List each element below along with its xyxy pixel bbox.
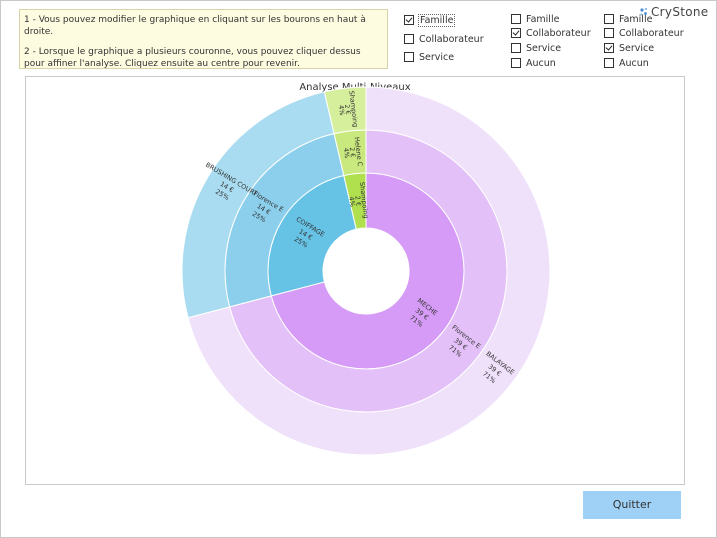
instructions-panel: 1 - Vous pouvez modifier le graphique en… [19,9,388,69]
segment-label: Helene C2 €4% [342,137,364,168]
segment-label-text: 2 € [348,147,357,158]
instruction-2: 2 - Lorsque le graphique a plusieurs cou… [24,47,361,69]
sunburst-segment[interactable] [323,86,367,135]
segment-label-text: 2 € [353,195,362,206]
level3-option-service[interactable]: Service [604,41,654,55]
checkbox[interactable] [511,43,521,53]
level1-option-service[interactable]: Service [404,50,454,64]
segment-label-text: 2 € [343,104,352,115]
level2-option-famille[interactable]: Famille [511,12,559,26]
sunburst-segment[interactable] [187,86,551,456]
checkbox[interactable] [404,52,414,62]
segment-label-text: 4% [337,105,346,116]
level2-option-service[interactable]: Service [511,41,561,55]
level3-option-aucun[interactable]: Aucun [604,56,649,70]
level1-option-famille[interactable]: Famille [404,13,456,27]
checkbox[interactable] [604,58,614,68]
instruction-1: 1 - Vous pouvez modifier le graphique en… [24,15,366,37]
segment-label-text: Helene C [353,137,364,168]
segment-label-text: 4% [342,147,351,158]
checkbox[interactable] [604,28,614,38]
level3-selector: Famille Collaborateur Service Aucun [604,12,694,72]
checkbox[interactable] [404,34,414,44]
level2-selector: Famille Collaborateur Service Aucun [511,12,606,72]
sparkle-icon [640,7,648,16]
level2-option-aucun[interactable]: Aucun [511,56,556,70]
level1-selector: Famille Collaborateur Service [404,13,504,73]
checkbox[interactable] [511,28,521,38]
level3-option-collaborateur[interactable]: Collaborateur [604,26,684,40]
checkbox[interactable] [511,58,521,68]
level1-option-collaborateur[interactable]: Collaborateur [404,32,484,46]
quit-button[interactable]: Quitter [583,491,681,519]
segment-label-text: 4% [347,196,356,207]
checkbox[interactable] [604,43,614,53]
checkbox[interactable] [511,14,521,24]
checkbox[interactable] [404,15,414,25]
brand-name: CryStone [651,5,709,19]
level2-option-collaborateur[interactable]: Collaborateur [511,26,591,40]
level3-option-famille[interactable]: Famille [604,12,652,26]
checkbox[interactable] [604,14,614,24]
sunburst-center[interactable] [324,229,408,313]
brand-logo: CryStone [639,5,708,19]
